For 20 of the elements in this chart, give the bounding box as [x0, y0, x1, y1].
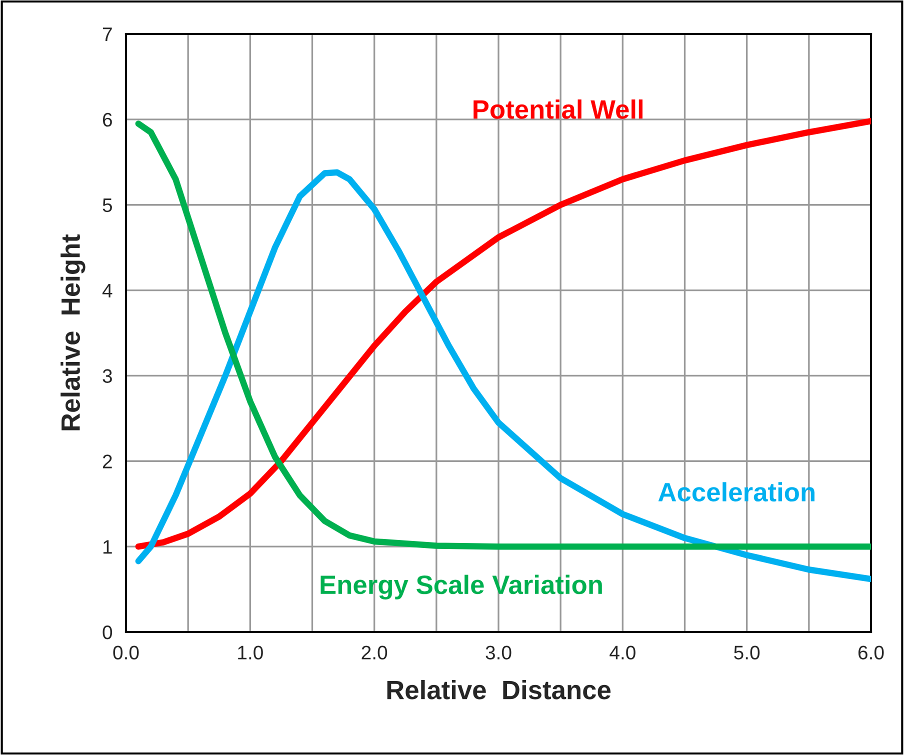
- series-label: Potential Well: [474, 99, 643, 119]
- series-label: Acceleration: [658, 482, 814, 502]
- x-tick-label: 0.0: [113, 646, 139, 660]
- series-label: Energy Scale Variation: [320, 574, 602, 600]
- y-tick-label: 0: [102, 625, 112, 640]
- y-tick-label: 3: [102, 369, 112, 383]
- y-tick-label: 5: [102, 198, 112, 212]
- x-tick-label: 6.0: [858, 646, 884, 660]
- y-axis-title: Relative Height: [60, 234, 86, 430]
- x-tick-label: 5.0: [734, 646, 760, 660]
- x-tick-label: 2.0: [362, 646, 388, 660]
- y-tick-label: 2: [102, 454, 112, 468]
- x-axis-title: Relative Distance: [387, 680, 611, 700]
- x-tick-label: 4.0: [610, 646, 636, 660]
- x-tick-label: 1.0: [238, 646, 263, 660]
- x-tick-label: 3.0: [486, 646, 512, 660]
- y-tick-label: 1: [103, 540, 112, 554]
- y-tick-label: 6: [102, 112, 112, 127]
- y-tick-label: 7: [102, 28, 112, 42]
- y-tick-label: 4: [102, 284, 112, 298]
